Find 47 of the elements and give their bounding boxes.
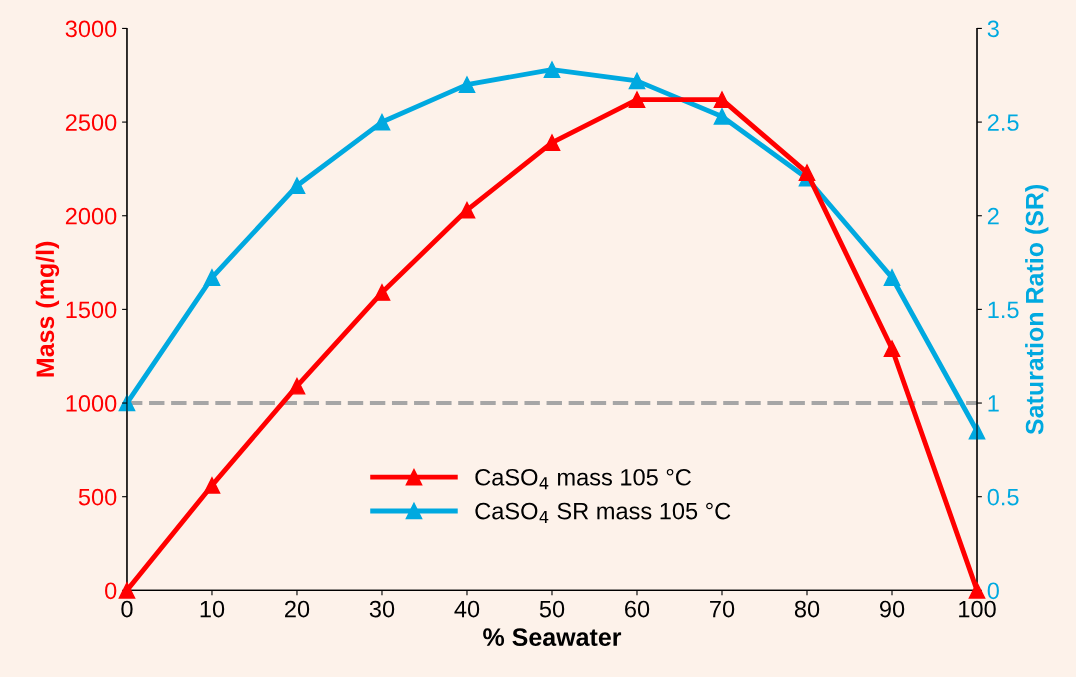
point xyxy=(543,61,561,78)
x-tick-label: 60 xyxy=(625,600,650,618)
x-tick-label: 0 xyxy=(121,600,133,618)
x-tick-label: 10 xyxy=(200,600,225,618)
point xyxy=(118,582,136,599)
point xyxy=(713,108,731,125)
y2-tick-label: 1.5 xyxy=(988,301,1019,319)
x-tick-label: 20 xyxy=(285,600,310,618)
point xyxy=(628,72,646,90)
x-tick-label: 100 xyxy=(959,600,996,618)
y2-tick-label: 1 xyxy=(988,395,999,412)
point xyxy=(798,164,816,181)
point xyxy=(458,76,476,93)
y-tick-label: 500 xyxy=(78,488,117,506)
y-tick-label: 2500 xyxy=(65,114,117,131)
point xyxy=(373,284,391,301)
x-tick-label: 90 xyxy=(879,600,905,618)
legend-label: CaSO$_{4}$ mass 105 °C xyxy=(475,468,691,490)
point xyxy=(203,269,221,286)
y2-tick-label: 2 xyxy=(987,207,999,225)
x-tick-label: 40 xyxy=(454,600,480,618)
y-tick-label: 1000 xyxy=(66,395,117,412)
point xyxy=(288,177,306,195)
point xyxy=(628,91,646,108)
legend-label: CaSO$_{4}$ SR mass 105 °C xyxy=(475,502,731,524)
point xyxy=(883,269,901,286)
point xyxy=(968,582,986,599)
y-tick-label: 1500 xyxy=(66,301,117,319)
x-tick-label: 80 xyxy=(794,600,820,618)
y2-tick-label: 0 xyxy=(987,582,999,600)
y2-tick-label: 3 xyxy=(987,20,999,38)
point xyxy=(883,340,901,358)
y-tick-label: 0 xyxy=(105,582,117,600)
point xyxy=(373,113,391,131)
y-axis-title: Mass (mg/l) xyxy=(35,241,60,377)
y-tick-label: 2000 xyxy=(65,207,117,225)
point xyxy=(288,377,306,395)
x-tick-label: 50 xyxy=(539,600,565,618)
x-axis-title: % Seawater xyxy=(483,628,622,646)
y2-tick-label: 2.5 xyxy=(987,114,1019,131)
x-tick-label: 70 xyxy=(710,600,735,618)
x-tick-label: 30 xyxy=(369,600,395,618)
point xyxy=(203,477,221,494)
y2-axis-title: Saturation Ratio (SR) xyxy=(1025,184,1049,435)
point xyxy=(543,134,561,152)
y2-tick-label: 0.5 xyxy=(987,488,1019,506)
y-tick-label: 3000 xyxy=(65,20,117,38)
